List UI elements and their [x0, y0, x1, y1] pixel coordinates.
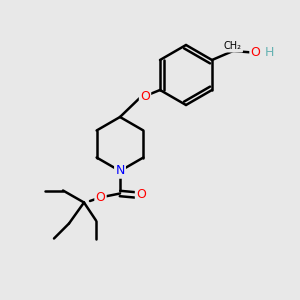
Text: N: N [115, 164, 125, 178]
Text: H: H [264, 46, 274, 59]
Text: CH₂: CH₂ [224, 41, 242, 52]
Text: O: O [140, 89, 150, 103]
Text: O: O [250, 46, 260, 59]
Text: O: O [96, 191, 105, 204]
Text: O: O [136, 188, 146, 202]
